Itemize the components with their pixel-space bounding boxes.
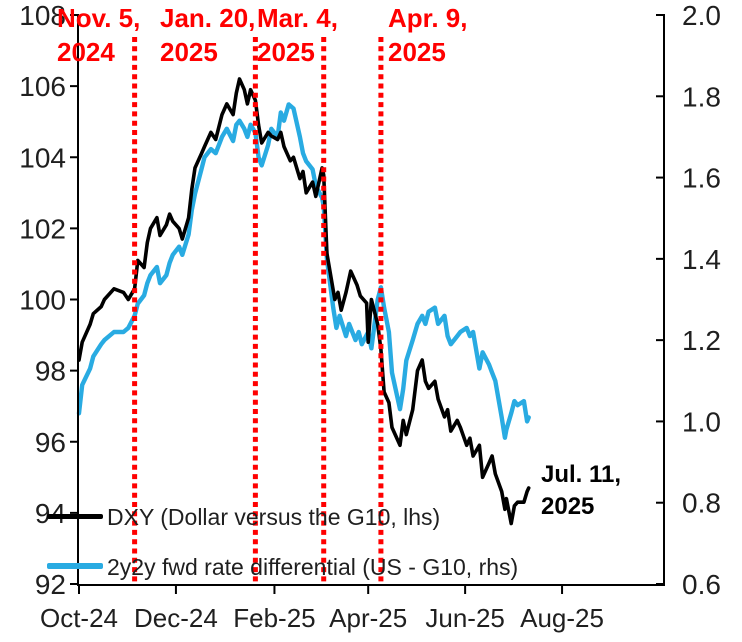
left-axis-tick-label: 94 xyxy=(35,498,66,529)
left-axis-tick-label: 106 xyxy=(19,71,66,102)
left-axis-tick-label: 92 xyxy=(35,569,66,600)
right-axis-tick-label: 1.0 xyxy=(682,406,721,437)
x-axis-tick-label: Feb-25 xyxy=(233,603,315,633)
x-axis-tick-label: Dec-24 xyxy=(134,603,218,633)
legend-swatch-dxy xyxy=(47,514,103,519)
legend-swatch-2y2y xyxy=(47,563,103,569)
event-label-line: 2024 xyxy=(57,37,115,67)
x-axis-tick-label: Apr-25 xyxy=(329,603,407,633)
left-axis-tick-label: 108 xyxy=(19,0,66,31)
right-axis-tick-label: 1.4 xyxy=(682,244,721,275)
annotation-line: 2025 xyxy=(541,493,595,520)
left-axis-tick-label: 104 xyxy=(19,142,66,173)
series-line-2y2y xyxy=(76,102,531,440)
event-label-line: Apr. 9, xyxy=(388,3,468,33)
x-axis-tick-label: Jun-25 xyxy=(425,603,505,633)
right-axis-tick-label: 0.8 xyxy=(682,488,721,519)
event-label-line: 2025 xyxy=(257,37,315,67)
event-label-line: 2025 xyxy=(388,37,446,67)
left-axis-tick-label: 98 xyxy=(35,356,66,387)
series-line-dxy xyxy=(77,77,531,526)
right-axis-tick-label: 1.2 xyxy=(682,325,721,356)
right-axis-tick-label: 1.6 xyxy=(682,163,721,194)
left-axis-tick-label: 100 xyxy=(19,285,66,316)
right-axis-tick-label: 2.0 xyxy=(682,0,721,31)
left-axis-tick-label: 102 xyxy=(19,213,66,244)
annotation-line: Jul. 11, xyxy=(541,461,622,488)
event-label-nov-5-2024: Nov. 5, 2024 xyxy=(57,1,140,69)
event-label-line: Mar. 4, xyxy=(257,3,338,33)
x-axis-tick-label: Aug-25 xyxy=(520,603,604,633)
legend-label-2y2y: 2y2y fwd rate differential (US - G10, rh… xyxy=(107,554,519,580)
event-label-line: Jan. 20, xyxy=(160,3,256,33)
event-label-jan-20-2025: Jan. 20, 2025 xyxy=(160,1,255,69)
right-axis-tick-label: 0.6 xyxy=(682,569,721,600)
event-label-apr-9-2025: Apr. 9, 2025 xyxy=(388,1,467,69)
x-axis-tick-label: Oct-24 xyxy=(40,603,118,633)
last-date-annotation: Jul. 11, 2025 xyxy=(541,459,621,523)
right-axis-tick-label: 1.8 xyxy=(682,81,721,112)
event-label-line: Nov. 5, xyxy=(57,3,141,33)
event-label-mar-4-2025: Mar. 4, 2025 xyxy=(257,1,338,69)
legend-label-dxy: DXY (Dollar versus the G10, lhs) xyxy=(107,504,441,530)
event-label-line: 2025 xyxy=(160,37,218,67)
left-axis-tick-label: 96 xyxy=(35,427,66,458)
